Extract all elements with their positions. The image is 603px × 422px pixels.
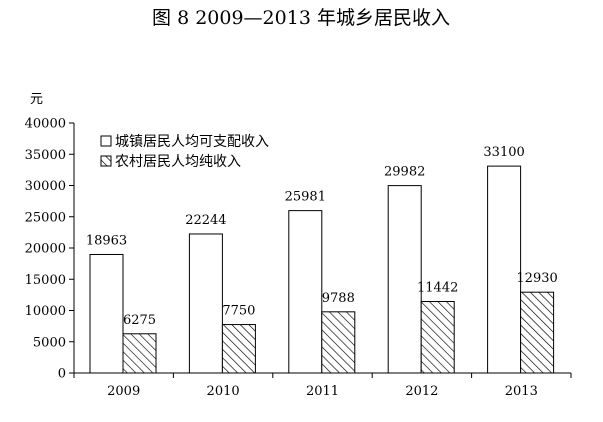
legend-label-urban: 城镇居民人均可支配收入 [115,134,269,150]
data-label-urban: 29982 [384,165,425,180]
legend: 城镇居民人均可支配收入 农村居民人均纯收入 [100,134,269,170]
y-axis-unit-label: 元 [30,92,43,107]
bar-rural [122,333,157,374]
x-tick-label: 2013 [505,384,538,399]
y-tick-label: 10000 [25,304,66,319]
y-tick-label: 20000 [25,242,66,257]
x-tick-label: 2009 [107,384,140,399]
bar-rural [420,300,455,374]
bar-urban [487,165,522,374]
bar-urban [188,233,223,374]
bar-rural [520,291,555,374]
data-label-rural: 9788 [322,291,355,306]
data-label-urban: 22244 [185,213,226,228]
y-tick-label: 15000 [25,273,66,288]
bar-urban [89,253,124,374]
bar-urban [288,210,323,374]
data-label-rural: 6275 [123,313,156,328]
data-label-rural: 11442 [417,280,458,295]
y-tick-label: 35000 [25,148,66,163]
bar-rural [221,324,256,374]
legend-swatch-rural [100,155,112,167]
bar-urban [387,185,422,374]
y-tick-label: 30000 [25,179,66,194]
bar-rural [321,311,356,374]
data-label-urban: 33100 [483,145,524,160]
x-tick-label: 2012 [405,384,438,399]
x-tick-label: 2010 [207,384,240,399]
chart-title: 图 8 2009—2013 年城乡居民收入 [152,7,450,29]
legend-label-rural: 农村居民人均纯收入 [115,154,241,170]
data-label-rural: 12930 [516,271,557,286]
y-tick-label: 25000 [25,210,66,225]
y-tick-label: 5000 [33,335,66,350]
data-label-urban: 25981 [285,190,326,205]
data-label-urban: 18963 [86,233,127,248]
y-tick-label: 0 [58,367,66,382]
y-tick-label: 40000 [25,117,66,132]
x-tick-label: 2011 [306,384,339,399]
data-label-rural: 7750 [222,304,255,319]
legend-swatch-urban [100,135,112,147]
